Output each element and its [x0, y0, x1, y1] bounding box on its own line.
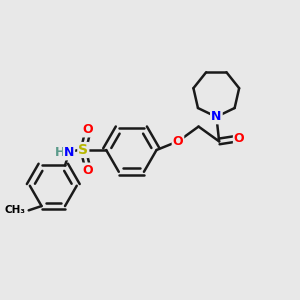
Text: CH₃: CH₃ [5, 205, 26, 215]
Text: O: O [234, 132, 244, 145]
Text: N: N [211, 109, 221, 122]
Text: O: O [82, 124, 93, 136]
Text: O: O [173, 135, 183, 148]
Text: S: S [78, 143, 88, 157]
Text: H: H [55, 146, 65, 159]
Text: O: O [82, 164, 93, 176]
Text: N: N [211, 110, 221, 123]
Text: N: N [64, 146, 74, 159]
